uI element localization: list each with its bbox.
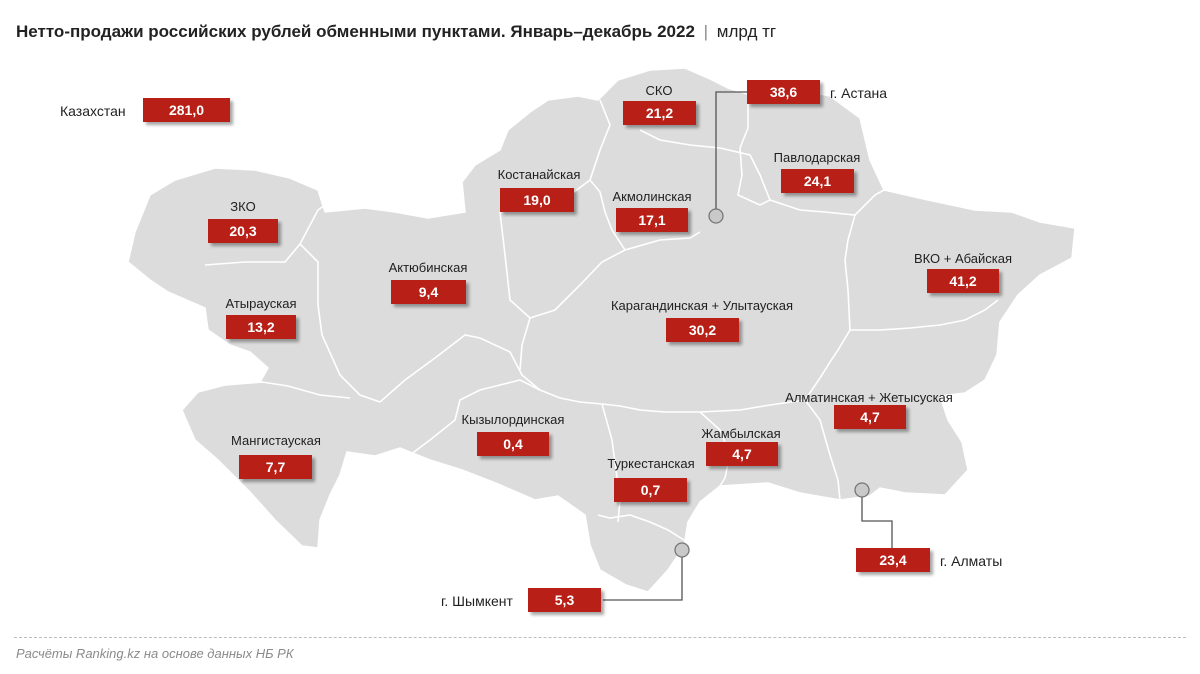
sko-value-box: 21,2 xyxy=(623,101,696,125)
shymkent-value-box: 5,3 xyxy=(528,588,601,612)
title-main: Нетто-продажи российских рублей обменным… xyxy=(16,22,695,41)
astana-leader-line xyxy=(715,91,750,216)
almaty-region-value-box: 4,7 xyxy=(834,405,906,429)
zko-label: ЗКО xyxy=(230,199,256,214)
turkestan-label: Туркестанская xyxy=(607,456,695,471)
atyrau-value-box: 13,2 xyxy=(226,315,296,339)
total-value-box: 281,0 xyxy=(143,98,230,122)
pavlodar-value-box: 24,1 xyxy=(781,169,854,193)
almaty-city-marker xyxy=(854,482,870,498)
footer-divider xyxy=(14,637,1186,638)
total-label: Казахстан xyxy=(60,103,126,119)
karaganda-label: Карагандинская + Улытауская xyxy=(610,298,794,313)
mangistau-value-box: 7,7 xyxy=(239,455,312,479)
astana-label: г. Астана xyxy=(830,85,888,101)
source-note: Расчёты Ranking.kz на основе данных НБ Р… xyxy=(16,646,294,661)
akmola-label: Акмолинская xyxy=(612,189,692,204)
almaty-value-box: 23,4 xyxy=(856,548,930,572)
country-shape xyxy=(127,67,1076,593)
mangistau-label: Мангистауская xyxy=(231,433,321,448)
almaty-leader-line xyxy=(861,490,893,555)
atyrau-label: Атырауская xyxy=(225,296,297,311)
kostanay-value-box: 19,0 xyxy=(500,188,574,212)
zhambyl-value-box: 4,7 xyxy=(706,442,778,466)
chart-title: Нетто-продажи российских рублей обменным… xyxy=(16,22,776,42)
almaty-label: г. Алматы xyxy=(940,553,1003,569)
vko-value-box: 41,2 xyxy=(927,269,999,293)
aktobe-label: Актюбинская xyxy=(388,260,468,275)
shymkent-label: г. Шымкент xyxy=(441,593,513,609)
kyzylorda-value-box: 0,4 xyxy=(477,432,549,456)
zko-value-box: 20,3 xyxy=(208,219,278,243)
almaty-region-label: Алматинская + Жетысуская xyxy=(785,390,953,405)
astana-city-marker xyxy=(708,208,724,224)
shymkent-leader-line xyxy=(603,551,683,601)
aktobe-value-box: 9,4 xyxy=(391,280,466,304)
zhambyl-label: Жамбылская xyxy=(701,426,781,441)
sko-label: СКО xyxy=(645,83,673,98)
karaganda-value-box: 30,2 xyxy=(666,318,739,342)
astana-value-box: 38,6 xyxy=(747,80,820,104)
kostanay-label: Костанайская xyxy=(497,167,581,182)
turkestan-value-box: 0,7 xyxy=(614,478,687,502)
pavlodar-label: Павлодарская xyxy=(773,150,861,165)
akmola-value-box: 17,1 xyxy=(616,208,688,232)
shymkent-city-marker xyxy=(674,542,690,558)
leader-lines xyxy=(603,91,893,601)
title-unit: млрд тг xyxy=(716,22,777,41)
vko-label: ВКО + Абайская xyxy=(913,251,1013,266)
title-separator: | xyxy=(703,22,709,41)
kyzylorda-label: Кызылординская xyxy=(461,412,565,427)
